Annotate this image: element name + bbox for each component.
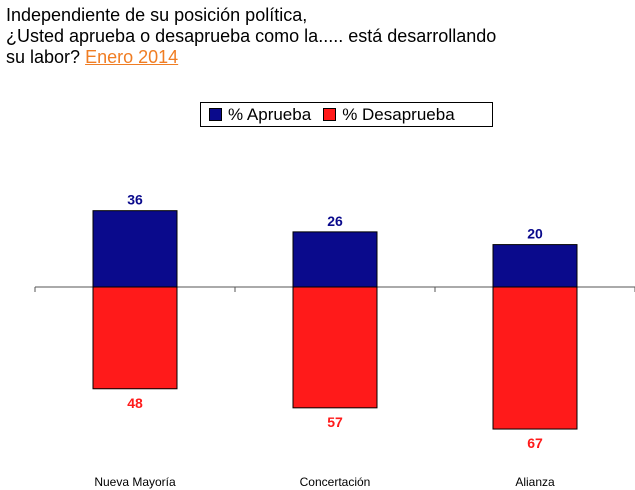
bar-aprueba	[492, 244, 578, 288]
data-label-desaprueba: 67	[527, 435, 543, 451]
date-link[interactable]: Enero 2014	[85, 47, 179, 67]
title-line-3: su labor? Enero 2014	[6, 47, 631, 68]
title-line-1: Independiente de su posición política,	[6, 5, 308, 25]
data-label-desaprueba: 57	[327, 414, 343, 430]
data-label-aprueba: 36	[127, 192, 143, 208]
legend-label-desaprueba: % Desaprueba	[342, 104, 455, 124]
legend-item-desaprueba: % Desaprueba	[323, 104, 455, 125]
legend-swatch-aprueba	[209, 108, 222, 121]
category-label: Alianza	[515, 475, 555, 489]
chart-legend: % Aprueba % Desaprueba	[200, 102, 493, 127]
bar-aprueba	[92, 210, 178, 288]
data-label-desaprueba: 48	[127, 395, 143, 411]
title-line-2: ¿Usted aprueba o desaprueba como la.....…	[6, 26, 497, 46]
bar-desaprueba	[92, 286, 178, 390]
bar-aprueba	[292, 231, 378, 288]
legend-label-aprueba: % Aprueba	[228, 104, 312, 124]
category-label: Nueva Mayoría	[94, 475, 176, 489]
data-label-aprueba: 20	[527, 226, 543, 242]
legend-item-aprueba: % Aprueba	[209, 105, 311, 125]
bar-desaprueba	[492, 286, 578, 430]
bar-desaprueba	[292, 286, 378, 409]
category-label: Concertación	[300, 475, 371, 489]
chart-title: Independiente de su posición política, ¿…	[6, 5, 631, 68]
title-question-end: su labor?	[6, 47, 81, 67]
legend-swatch-desaprueba	[323, 108, 337, 121]
data-label-aprueba: 26	[327, 213, 343, 229]
